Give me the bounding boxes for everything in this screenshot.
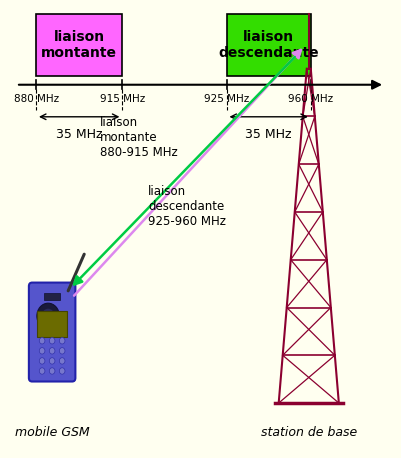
Circle shape bbox=[59, 368, 65, 374]
Text: station de base: station de base bbox=[261, 426, 357, 439]
Text: liaison
descendante: liaison descendante bbox=[219, 30, 319, 60]
Text: 960 MHz: 960 MHz bbox=[288, 94, 333, 104]
Circle shape bbox=[59, 358, 65, 364]
Bar bbox=[227, 14, 311, 76]
Text: 35 MHz: 35 MHz bbox=[56, 128, 102, 141]
Text: liaison
descendante
925-960 MHz: liaison descendante 925-960 MHz bbox=[148, 185, 227, 228]
Text: mobile GSM: mobile GSM bbox=[15, 426, 89, 439]
Circle shape bbox=[37, 303, 59, 329]
Bar bbox=[44, 293, 60, 300]
Text: 880 MHz: 880 MHz bbox=[14, 94, 59, 104]
Circle shape bbox=[49, 338, 55, 344]
Circle shape bbox=[39, 368, 45, 374]
Circle shape bbox=[39, 358, 45, 364]
Circle shape bbox=[59, 348, 65, 354]
Text: 35 MHz: 35 MHz bbox=[245, 128, 292, 141]
Text: 915 MHz: 915 MHz bbox=[100, 94, 145, 104]
Text: 925 MHz: 925 MHz bbox=[204, 94, 249, 104]
Circle shape bbox=[59, 338, 65, 344]
Circle shape bbox=[49, 348, 55, 354]
Bar bbox=[37, 311, 67, 337]
Circle shape bbox=[39, 348, 45, 354]
Text: liaison
montante: liaison montante bbox=[41, 30, 117, 60]
Circle shape bbox=[49, 368, 55, 374]
FancyBboxPatch shape bbox=[29, 283, 75, 382]
Text: liaison
montante
880-915 MHz: liaison montante 880-915 MHz bbox=[100, 116, 178, 159]
Bar bbox=[36, 14, 122, 76]
Circle shape bbox=[39, 338, 45, 344]
Circle shape bbox=[49, 358, 55, 364]
Circle shape bbox=[42, 309, 55, 323]
